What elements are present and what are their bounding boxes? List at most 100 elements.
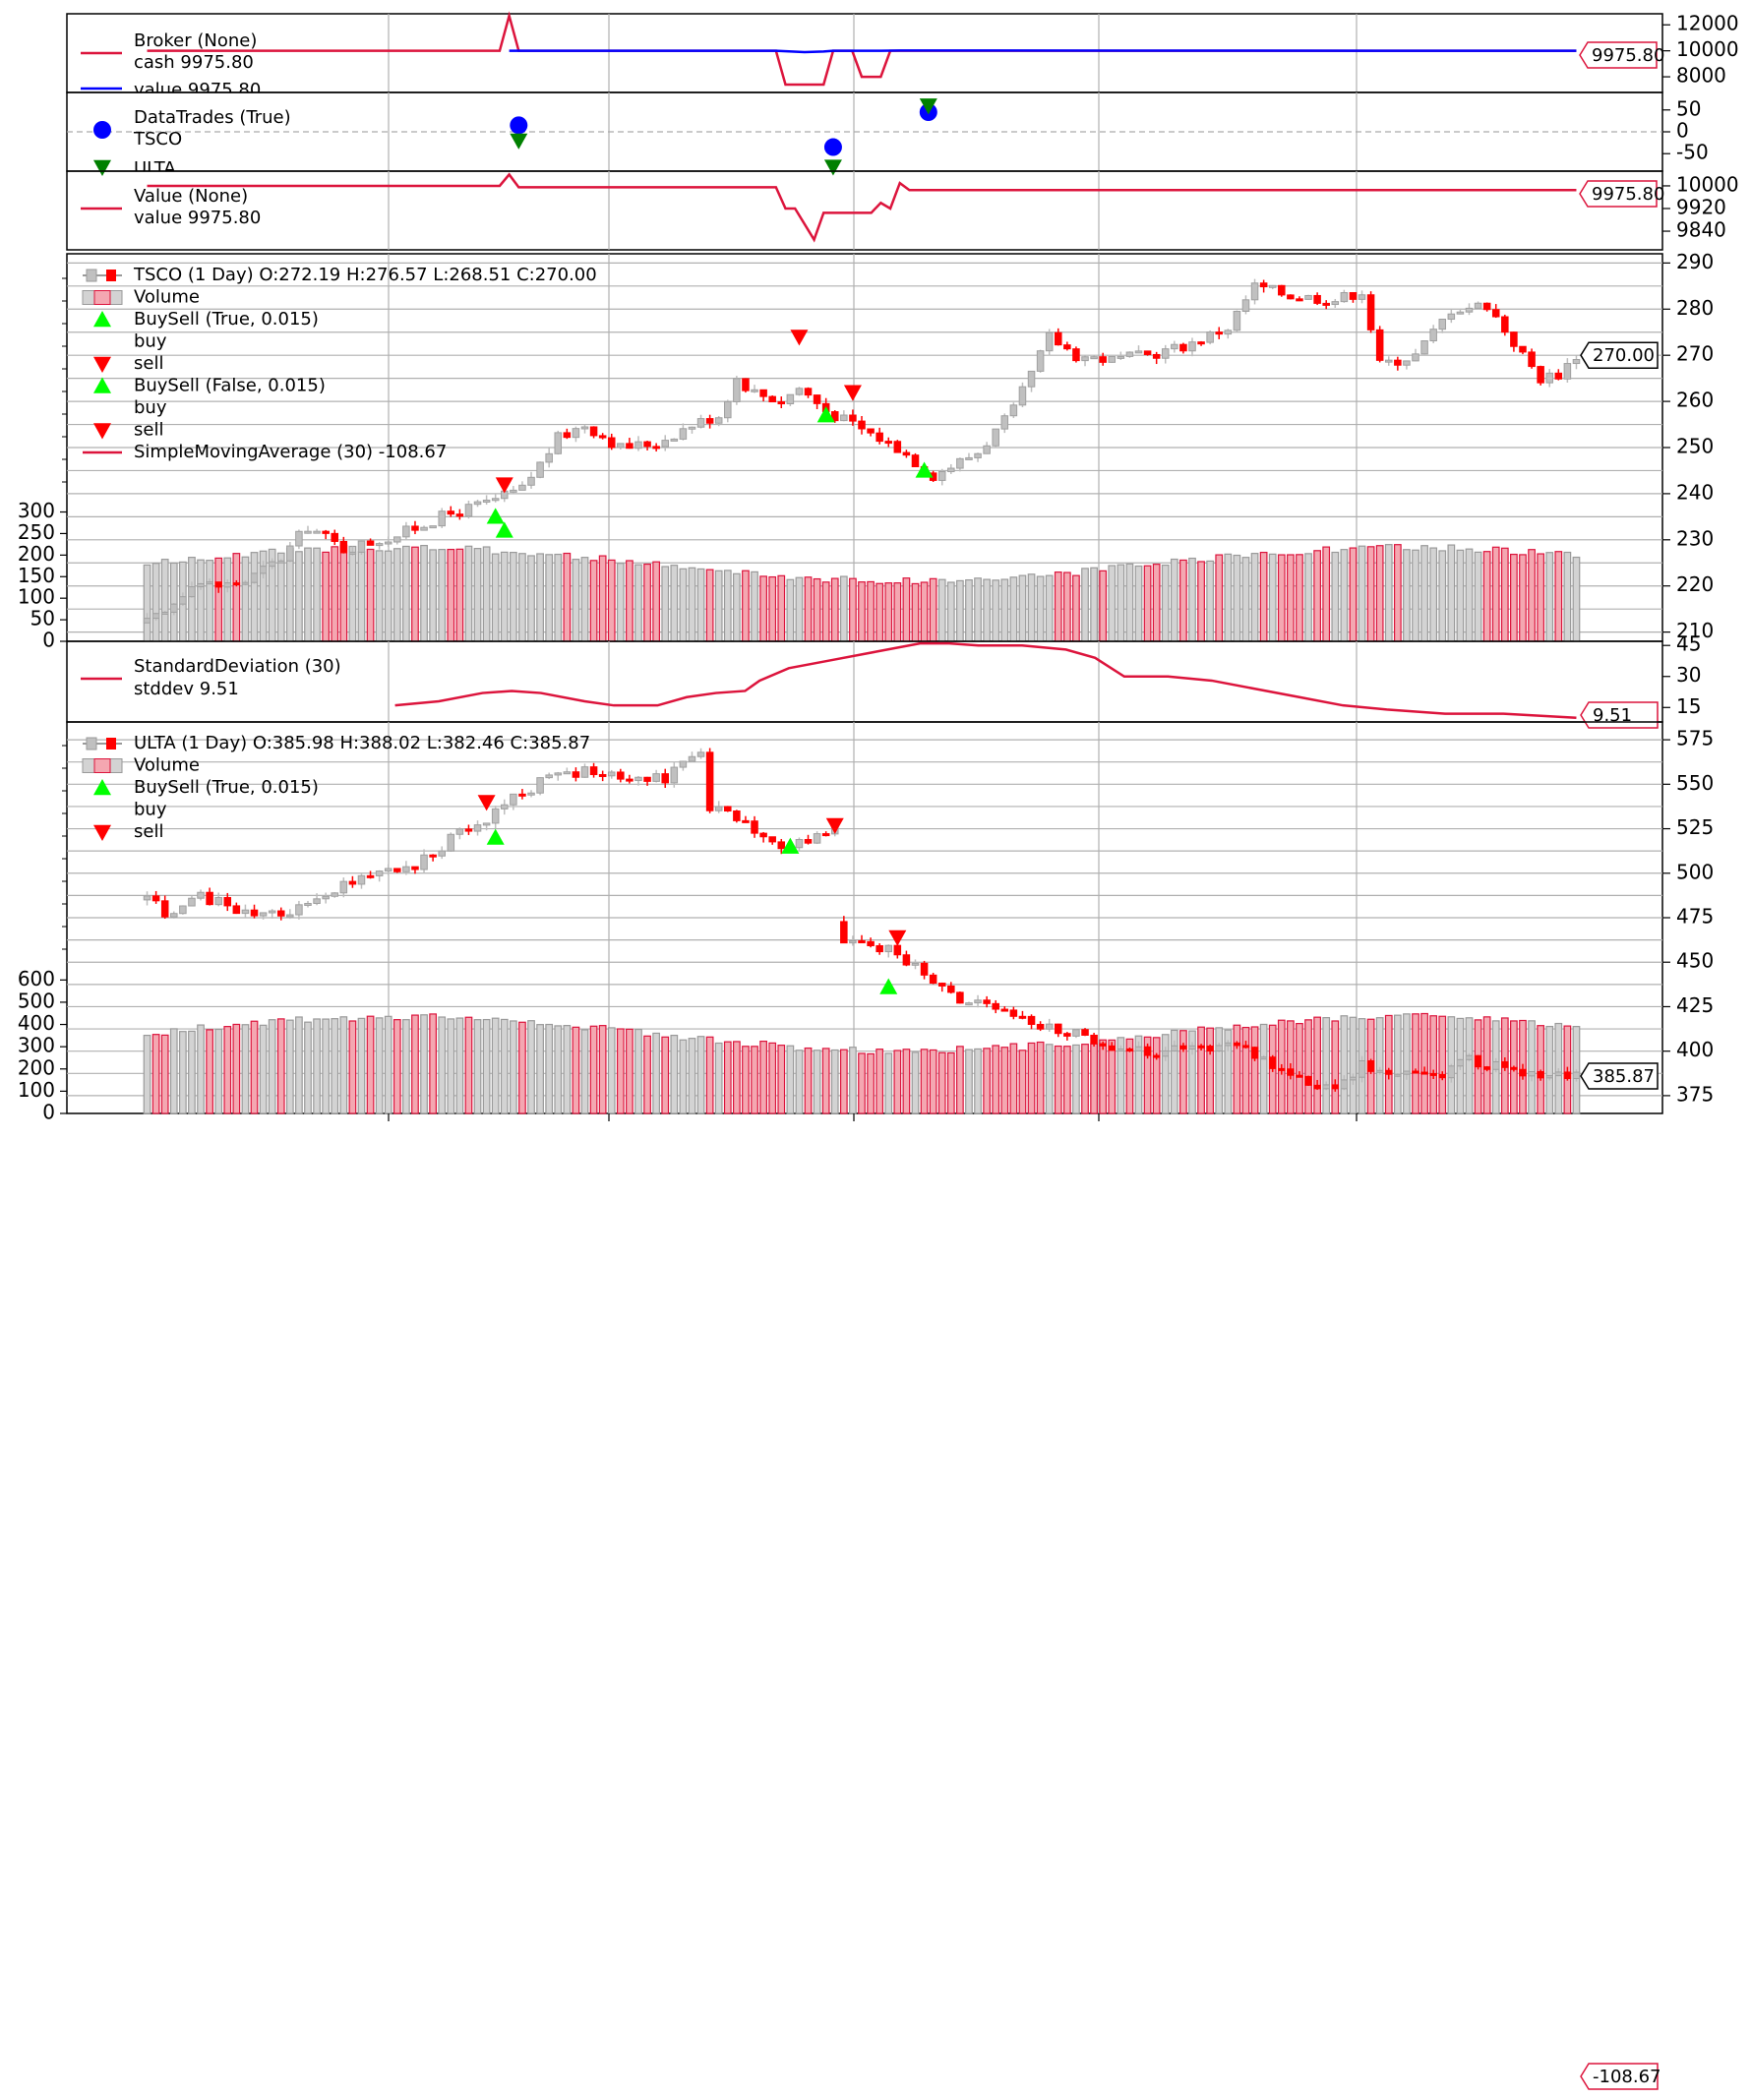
tsco-candle-body xyxy=(643,441,651,448)
tsco-candle-body xyxy=(1045,331,1054,352)
broker-frame xyxy=(66,13,1663,93)
tsco-candle-body xyxy=(1304,294,1312,300)
tsco-volume-bar xyxy=(1366,546,1375,642)
ulta-candle-body xyxy=(714,806,723,811)
ulta-candle-body xyxy=(482,822,491,826)
tsco-candle-body xyxy=(1447,313,1456,321)
tsco-volume-bar xyxy=(768,575,777,642)
ulta-volume-bar xyxy=(849,1047,857,1114)
tsco-volume-bar xyxy=(563,552,572,642)
tsco-volume-bar xyxy=(696,568,705,642)
ulta-candle-body xyxy=(1340,1079,1349,1090)
tsco-volume-bar xyxy=(1125,563,1134,642)
tsco-volume-bar xyxy=(867,580,875,642)
legend-stddev-label: stddev 9.51 xyxy=(134,679,239,699)
tsco-candle-body xyxy=(1233,310,1241,331)
tsco-volume-bar xyxy=(357,551,366,642)
ulta-vtick-label: 100 xyxy=(18,1078,55,1102)
broker-last-value-text: 9975.80 xyxy=(1592,45,1664,66)
tsco-volume-bar xyxy=(1482,551,1491,642)
ulta-ytick-label: 500 xyxy=(1676,860,1714,883)
tsco-volume-bar xyxy=(1500,547,1509,642)
tsco-candle-body xyxy=(1072,348,1080,362)
tsco-candle-body xyxy=(804,388,813,396)
tsco-candle-body xyxy=(652,446,660,450)
tsco-candle-body xyxy=(1125,351,1134,357)
ulta-volume-bar xyxy=(884,1052,893,1114)
ulta-volume-bar xyxy=(616,1028,625,1114)
ulta-candle-body xyxy=(965,1002,973,1006)
ulta-candle-body xyxy=(705,751,714,811)
tsco-sell-marker xyxy=(495,477,513,494)
ulta-volume-bar xyxy=(1313,1016,1321,1114)
ulta-volume-bar xyxy=(893,1050,902,1114)
ulta-candle-body xyxy=(1420,1071,1428,1075)
ulta-volume-bar xyxy=(1420,1012,1428,1114)
tsco-candle-body xyxy=(1287,294,1295,300)
tsco-candle-body xyxy=(733,378,741,402)
ulta-candle-body xyxy=(1519,1068,1527,1077)
tsco-volume-bar xyxy=(527,555,535,642)
tsco-candle-body xyxy=(1474,302,1482,309)
tsco-candle-body xyxy=(1108,355,1117,363)
ulta-volume-bar xyxy=(1545,1025,1554,1114)
ulta-candle-body xyxy=(804,839,813,844)
ulta-volume-bar xyxy=(759,1040,767,1114)
ulta-candle-body xyxy=(268,910,276,914)
tsco-candle-body xyxy=(768,395,776,403)
tsco-candle-body xyxy=(1259,282,1268,288)
tsco-candle-body xyxy=(1000,415,1009,430)
ulta-volume-bar xyxy=(1036,1041,1045,1114)
tsco-candle-body xyxy=(223,582,232,588)
ulta-candle-body xyxy=(1027,1015,1036,1025)
tsco-volume-bar xyxy=(366,548,375,642)
datatrades-tsco-point xyxy=(510,116,528,135)
datatrades-ulta-point xyxy=(919,98,937,115)
tsco-volume-bar xyxy=(911,582,920,642)
tsco-candle-body xyxy=(626,443,634,450)
tsco-volume-bar xyxy=(652,561,661,642)
tsco-volume-bar xyxy=(348,545,357,642)
ulta-volume-bar xyxy=(661,1036,670,1114)
ulta-volume-bar xyxy=(500,1018,509,1114)
ulta-candle-body xyxy=(464,828,473,832)
tsco-volume-bar xyxy=(1554,551,1563,642)
tsco-candle-body xyxy=(170,603,178,613)
ulta-candle-body xyxy=(170,913,178,918)
ulta-candle-body xyxy=(670,766,679,784)
ulta-candle-body xyxy=(429,854,437,858)
tsco-candle-body xyxy=(563,432,572,439)
ulta-volume-bar xyxy=(858,1052,866,1114)
tsco-candle-body xyxy=(482,499,491,503)
ulta-volume-bar xyxy=(392,1019,401,1114)
tsco-candle-body xyxy=(893,441,902,453)
value-line xyxy=(147,172,1577,243)
ulta-volume-bar xyxy=(777,1045,786,1114)
tsco-volume-bar xyxy=(1179,559,1187,642)
ulta-volume-bar xyxy=(509,1020,517,1114)
tsco-candle-body xyxy=(429,525,437,529)
ulta-volume-bar xyxy=(1000,1047,1009,1114)
tsco-candle-body xyxy=(455,513,464,517)
ulta-vtick-label: 400 xyxy=(18,1011,55,1035)
ulta-candle-body xyxy=(884,944,893,953)
tsco-volume-bar xyxy=(1197,561,1205,642)
ulta-volume-bar xyxy=(455,1017,464,1114)
tsco-candle-body xyxy=(840,414,848,422)
ulta-volume-bar xyxy=(473,1019,482,1114)
ulta-candle-body xyxy=(447,833,455,852)
ulta-candle-body xyxy=(510,793,517,806)
ulta-volume-bar xyxy=(357,1017,366,1114)
tsco-legend-sell-swatch xyxy=(93,356,111,373)
ulta-ytick-label: 550 xyxy=(1676,771,1714,795)
tsco-volume-bar xyxy=(1000,578,1009,642)
tsco-candle-body xyxy=(545,452,553,463)
ulta-volume-bar xyxy=(518,1021,526,1114)
ulta-vtick-label: 0 xyxy=(42,1101,55,1124)
ulta-volume-bar xyxy=(464,1016,473,1114)
tsco-ytick-label: 220 xyxy=(1676,572,1714,596)
tsco-volume-bar xyxy=(1331,551,1340,642)
ulta-candle-body xyxy=(1375,1069,1384,1073)
tsco-candle-body xyxy=(1510,331,1518,347)
ulta-candle-body xyxy=(339,880,348,894)
